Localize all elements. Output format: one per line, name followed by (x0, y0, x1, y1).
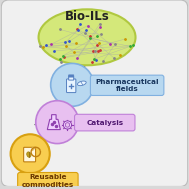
FancyBboxPatch shape (67, 79, 76, 93)
FancyBboxPatch shape (69, 77, 74, 80)
Circle shape (65, 123, 70, 127)
FancyBboxPatch shape (74, 114, 135, 131)
Text: Reusable
commodities: Reusable commodities (22, 174, 74, 188)
Circle shape (36, 101, 79, 144)
Text: Pharmaceutical
fields: Pharmaceutical fields (95, 79, 159, 92)
Polygon shape (32, 148, 35, 151)
FancyBboxPatch shape (1, 0, 188, 187)
Ellipse shape (39, 9, 136, 65)
FancyBboxPatch shape (69, 75, 74, 77)
Circle shape (51, 63, 94, 106)
Circle shape (11, 134, 50, 174)
Text: Bio-ILs: Bio-ILs (65, 9, 109, 22)
FancyBboxPatch shape (18, 173, 78, 189)
Ellipse shape (77, 81, 86, 86)
Polygon shape (47, 115, 60, 130)
Text: Catalysis: Catalysis (86, 120, 123, 126)
FancyBboxPatch shape (24, 147, 36, 162)
Ellipse shape (27, 152, 31, 157)
Circle shape (63, 121, 72, 129)
FancyBboxPatch shape (90, 75, 164, 95)
